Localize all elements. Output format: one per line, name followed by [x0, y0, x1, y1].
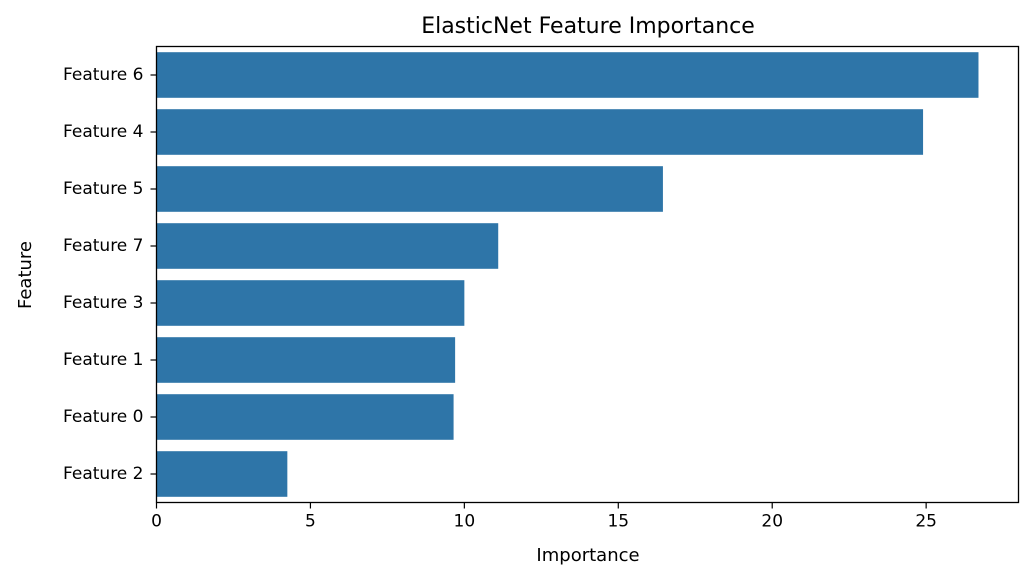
y-tick-label-feature-2: Feature 2 [63, 464, 143, 484]
bar-feature-3 [156, 280, 465, 326]
bar-feature-0 [156, 394, 454, 440]
bar-feature-2 [156, 451, 288, 497]
bars-group [156, 52, 979, 497]
y-tick-label-feature-7: Feature 7 [63, 236, 143, 256]
y-tick-label-feature-4: Feature 4 [63, 122, 143, 142]
y-tick-label-feature-3: Feature 3 [63, 293, 143, 313]
y-tick-label-feature-6: Feature 6 [63, 65, 143, 85]
bar-feature-4 [156, 109, 924, 155]
x-tick-label-25: 25 [915, 512, 937, 532]
x-tick-label-15: 15 [607, 512, 629, 532]
x-axis-label: Importance [536, 545, 639, 566]
bar-feature-6 [156, 52, 979, 98]
bar-feature-1 [156, 337, 456, 383]
y-axis-label: Feature [15, 241, 36, 309]
bar-feature-7 [156, 223, 499, 269]
x-tick-label-0: 0 [151, 512, 162, 532]
y-tick-label-feature-0: Feature 0 [63, 407, 143, 427]
chart-title: ElasticNet Feature Importance [421, 14, 755, 39]
plot-frame [155, 45, 1020, 504]
bar-feature-5 [156, 166, 663, 212]
x-ticks-group: 0 5 10 15 20 25 [151, 502, 937, 532]
y-tick-label-feature-1: Feature 1 [63, 350, 143, 370]
y-ticks-group: Feature 6 Feature 4 Feature 5 Feature 7 Feat… [63, 65, 157, 484]
x-tick-label-10: 10 [454, 512, 476, 532]
x-tick-label-5: 5 [305, 512, 316, 532]
x-tick-label-20: 20 [761, 512, 783, 532]
y-tick-label-feature-5: Feature 5 [63, 179, 143, 199]
